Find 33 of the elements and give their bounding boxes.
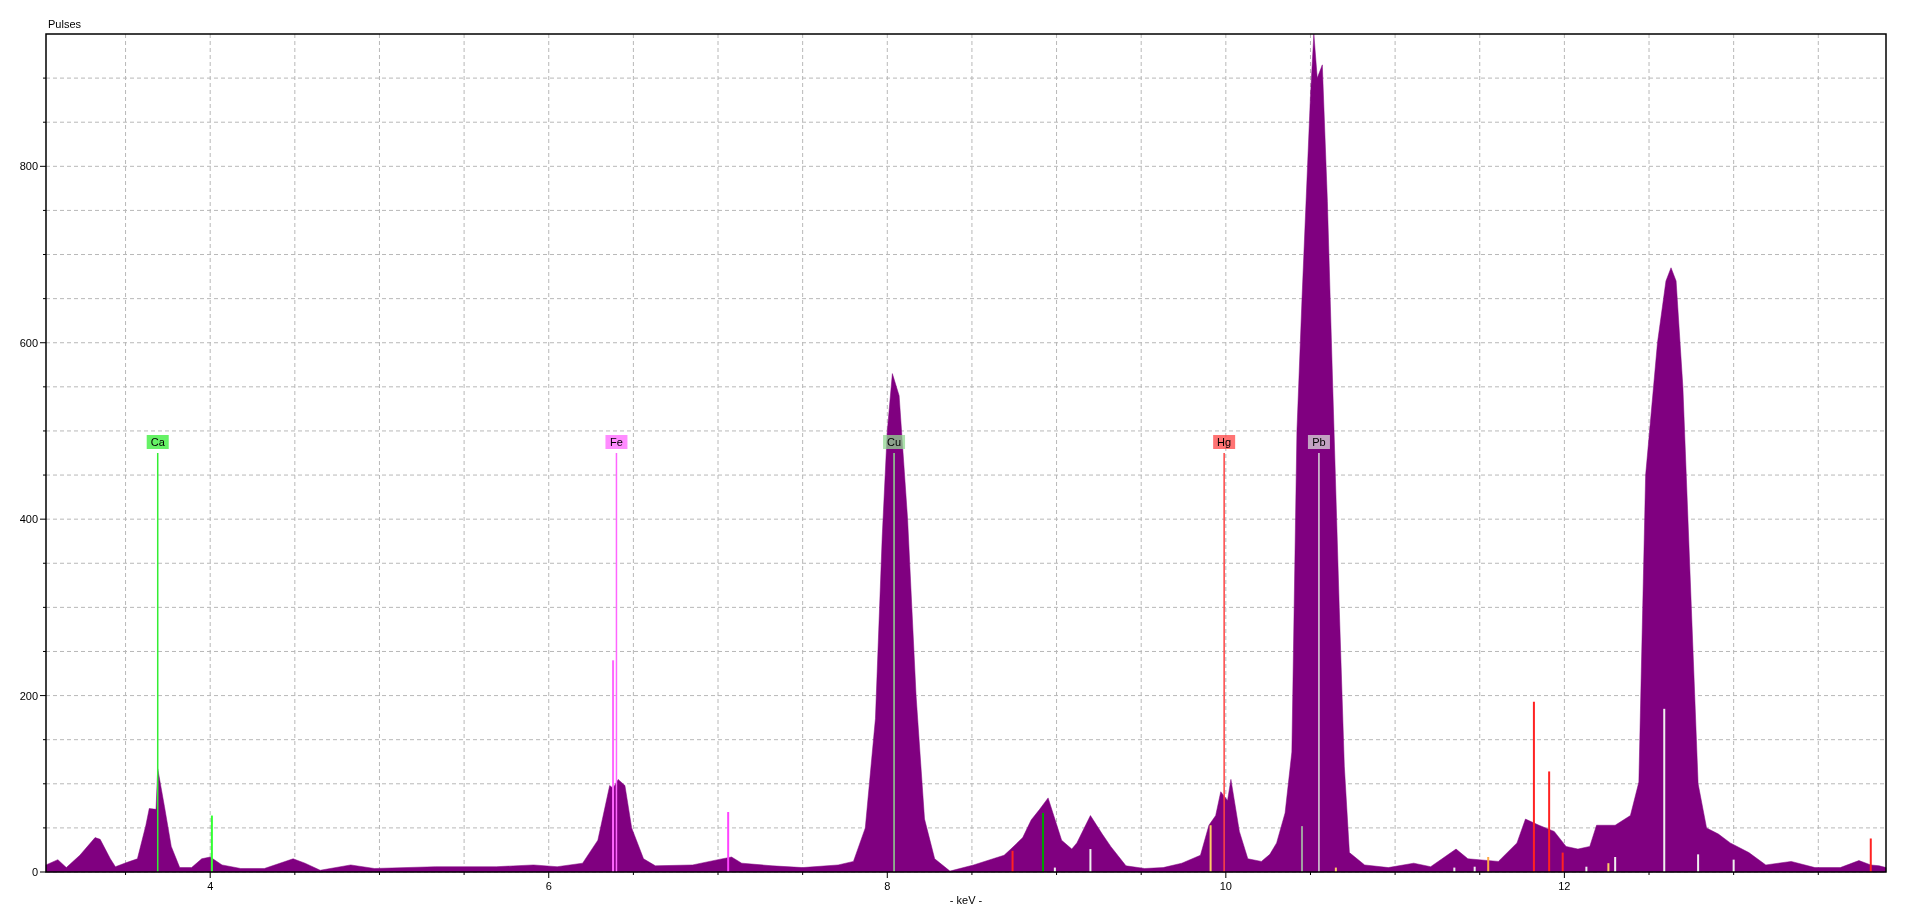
x-tick-label: 10 <box>1219 880 1232 892</box>
bar <box>1301 826 1304 872</box>
bar <box>1089 849 1092 872</box>
ref-line-label: Hg <box>1217 436 1232 448</box>
ref-line-label: Cu <box>887 436 902 448</box>
y-tick-label: 0 <box>31 866 38 878</box>
x-tick-label: 12 <box>1558 880 1571 892</box>
y-tick-label: 200 <box>19 689 38 702</box>
ref-line-label: Pb <box>1312 436 1326 448</box>
x-axis-title: - keV - <box>949 894 983 906</box>
bar <box>1548 771 1551 872</box>
y-tick-label: 600 <box>19 336 38 349</box>
bar <box>1209 825 1212 872</box>
bar <box>727 812 730 872</box>
x-tick-label: 8 <box>884 880 891 892</box>
y-axis-title: Pulses <box>48 18 82 30</box>
y-tick-label: 800 <box>19 160 38 173</box>
x-tick-label: 4 <box>207 880 214 892</box>
bar <box>1697 854 1700 872</box>
bar <box>1042 812 1045 872</box>
bar <box>1663 708 1666 872</box>
bar <box>1487 857 1490 872</box>
bar <box>1869 838 1872 872</box>
bar <box>210 815 213 872</box>
bar <box>1561 852 1564 872</box>
bar <box>1532 701 1535 872</box>
bar <box>1011 850 1014 872</box>
x-tick-label: 6 <box>545 880 552 892</box>
y-tick-label: 400 <box>19 513 38 526</box>
ref-line-label: Ca <box>150 436 166 448</box>
bar <box>1614 857 1617 872</box>
ref-line-label: Fe <box>610 436 623 448</box>
bar <box>612 660 615 872</box>
